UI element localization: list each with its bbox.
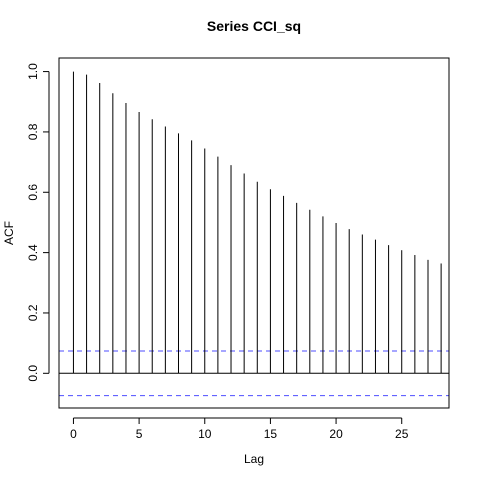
y-tick-label: 0.8 bbox=[26, 123, 40, 140]
y-tick-label: 1.0 bbox=[26, 63, 40, 80]
x-axis: 0 5 10 15 20 25 bbox=[70, 417, 409, 441]
x-tick-label: 20 bbox=[329, 427, 343, 441]
chart-title: Series CCI_sq bbox=[207, 18, 301, 34]
x-axis-label: Lag bbox=[244, 452, 264, 466]
x-tick-label: 10 bbox=[198, 427, 212, 441]
x-tick-label: 15 bbox=[264, 427, 278, 441]
y-tick-label: 0.6 bbox=[26, 184, 40, 201]
y-tick-label: 0.2 bbox=[26, 304, 40, 321]
y-tick-label: 0.4 bbox=[26, 244, 40, 261]
plot-area bbox=[59, 71, 449, 397]
x-tick-label: 25 bbox=[395, 427, 409, 441]
y-tick-label: 0.0 bbox=[26, 365, 40, 382]
y-axis-label: ACF bbox=[2, 221, 16, 245]
x-tick-label: 0 bbox=[70, 427, 77, 441]
x-tick-label: 5 bbox=[136, 427, 143, 441]
plot-frame bbox=[58, 57, 450, 409]
y-axis: 0.0 0.2 0.4 0.6 0.8 1.0 bbox=[26, 63, 50, 382]
